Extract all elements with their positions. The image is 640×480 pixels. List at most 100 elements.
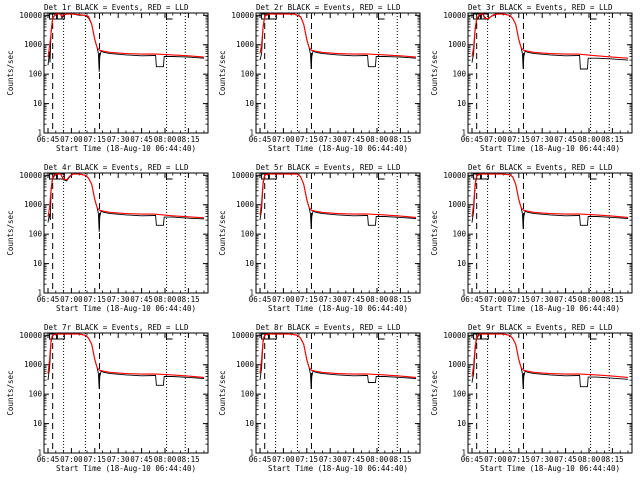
- y-tick-label: 1: [37, 449, 42, 458]
- series-group: [471, 173, 629, 230]
- y-tick-label: 10: [33, 419, 43, 428]
- series-group: [47, 13, 205, 72]
- series-group: [47, 333, 205, 390]
- x-tick-label: 07:30: [319, 295, 342, 304]
- interval-bracket-marker: [590, 13, 597, 20]
- x-tick-label: 07:15: [296, 455, 319, 464]
- y-tick-label: 10000: [19, 171, 42, 180]
- plot-frame: [43, 332, 209, 454]
- interval-bracket-marker: [378, 173, 385, 180]
- x-tick-label: 07:45: [342, 135, 365, 144]
- y-tick-label: 10: [457, 259, 467, 268]
- x-tick-label: 07:30: [319, 135, 342, 144]
- x-tick-label: 07:00: [272, 455, 295, 464]
- interval-bracket-marker: [166, 13, 173, 20]
- detector-panel-4: Det 4r BLACK = Events, RED = LLD 1 10 100 10…: [6, 163, 209, 313]
- plot-frame: [255, 12, 421, 134]
- y-tick-label: 10: [245, 419, 255, 428]
- interval-bracket-marker: [590, 333, 597, 340]
- lld-series-line: [259, 333, 417, 378]
- y-tick-label: 10000: [231, 11, 254, 20]
- x-axis-label: Start Time (18-Aug-10 06:44:40): [268, 304, 408, 313]
- lld-series-line: [471, 13, 629, 59]
- y-tick-label: 1000: [236, 40, 255, 49]
- y-axis-label: Counts/sec: [6, 370, 15, 415]
- x-tick-label: 08:00: [154, 135, 177, 144]
- y-axis-label: Counts/sec: [430, 210, 439, 255]
- detector-panel-7: Det 7r BLACK = Events, RED = LLD 1 10 100 10…: [6, 323, 209, 473]
- y-tick-label: 1000: [24, 40, 43, 49]
- interval-box-marker: [261, 333, 270, 340]
- x-tick-label: 06:45: [249, 455, 272, 464]
- x-tick-label: 07:00: [272, 295, 295, 304]
- x-tick-label: 08:15: [389, 455, 412, 464]
- x-tick-label: 07:30: [531, 135, 554, 144]
- panel-title: Det 2r BLACK = Events, RED = LLD: [256, 3, 401, 12]
- x-tick-label: 06:45: [37, 455, 60, 464]
- events-series-line: [259, 173, 417, 230]
- y-axis-label: Counts/sec: [430, 370, 439, 415]
- x-tick-label: 06:45: [37, 295, 60, 304]
- x-axis-label: Start Time (18-Aug-10 06:44:40): [480, 304, 620, 313]
- y-axis-label: Counts/sec: [218, 50, 227, 95]
- x-tick-label: 08:15: [389, 295, 412, 304]
- interval-bracket-marker: [378, 13, 385, 20]
- y-tick-label: 100: [452, 70, 466, 79]
- x-tick-label: 07:45: [342, 295, 365, 304]
- x-tick-label: 07:45: [554, 135, 577, 144]
- detector-panel-6: Det 6r BLACK = Events, RED = LLD 1 10 100 10…: [430, 163, 633, 313]
- y-axis-label: Counts/sec: [218, 370, 227, 415]
- events-series-line: [471, 173, 629, 230]
- series-group: [47, 173, 205, 232]
- x-tick-label: 08:15: [601, 455, 624, 464]
- x-tick-label: 07:00: [484, 295, 507, 304]
- plot-frame: [467, 172, 633, 294]
- x-tick-label: 08:15: [601, 295, 624, 304]
- lld-series-line: [47, 13, 205, 58]
- x-tick-label: 07:15: [84, 295, 107, 304]
- x-tick-label: 08:00: [154, 455, 177, 464]
- plot-frame: [43, 12, 209, 134]
- y-tick-label: 1: [461, 129, 466, 138]
- detector-panel-8: Det 8r BLACK = Events, RED = LLD 1 10 100 10…: [218, 323, 421, 473]
- x-tick-label: 07:30: [107, 135, 130, 144]
- y-tick-label: 10: [457, 99, 467, 108]
- y-tick-label: 1000: [236, 360, 255, 369]
- x-tick-label: 07:00: [272, 135, 295, 144]
- x-axis-label: Start Time (18-Aug-10 06:44:40): [56, 304, 196, 313]
- x-tick-label: 08:00: [366, 295, 389, 304]
- x-tick-label: 07:15: [296, 295, 319, 304]
- interval-box-marker: [473, 173, 482, 180]
- interval-bracket-marker: [166, 173, 173, 180]
- x-tick-label: 07:30: [319, 455, 342, 464]
- interval-bracket-marker: [590, 173, 597, 180]
- x-axis-label: Start Time (18-Aug-10 06:44:40): [268, 464, 408, 473]
- x-axis-label: Start Time (18-Aug-10 06:44:40): [268, 144, 408, 153]
- x-tick-label: 07:00: [484, 455, 507, 464]
- y-tick-label: 1000: [448, 360, 467, 369]
- y-tick-label: 10: [33, 99, 43, 108]
- interval-box-marker: [49, 173, 58, 180]
- x-tick-label: 08:15: [177, 295, 200, 304]
- y-tick-label: 100: [452, 390, 466, 399]
- lld-series-line: [47, 173, 205, 219]
- lld-series-line: [259, 13, 417, 58]
- y-tick-label: 100: [240, 230, 254, 239]
- panel-title: Det 4r BLACK = Events, RED = LLD: [44, 163, 189, 172]
- events-series-line: [47, 333, 205, 390]
- y-tick-label: 10000: [231, 331, 254, 340]
- x-tick-label: 08:00: [578, 455, 601, 464]
- detector-panel-1: Det 1r BLACK = Events, RED = LLD 1 10 100 10…: [6, 3, 209, 153]
- interval-box-marker: [261, 13, 270, 20]
- x-tick-label: 07:15: [84, 455, 107, 464]
- detector-panel-5: Det 5r BLACK = Events, RED = LLD 1 10 100 10…: [218, 163, 421, 313]
- events-series-line: [47, 173, 205, 232]
- x-tick-label: 07:30: [107, 295, 130, 304]
- events-series-line: [47, 13, 205, 72]
- events-series-line: [471, 333, 629, 390]
- y-axis-label: Counts/sec: [430, 50, 439, 95]
- interval-bracket-marker: [378, 333, 385, 340]
- lld-series-line: [259, 173, 417, 218]
- x-tick-label: 07:45: [342, 455, 365, 464]
- lld-series-line: [47, 333, 205, 378]
